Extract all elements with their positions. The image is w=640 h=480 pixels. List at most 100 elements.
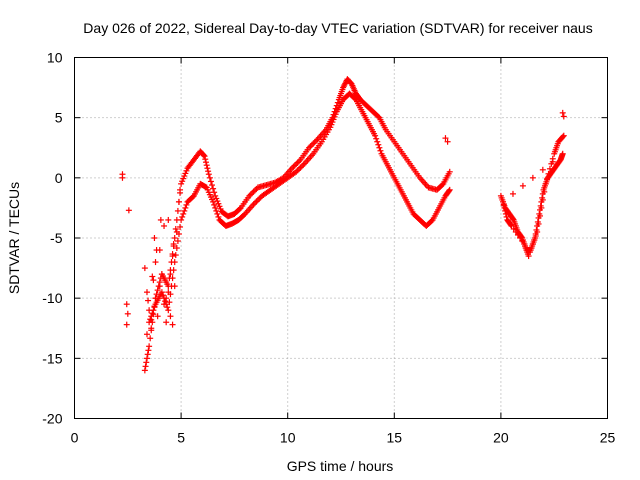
data-point-marker [171,259,178,266]
data-point-marker [163,319,170,326]
data-point-marker [544,175,551,182]
x-tick-label: 15 [387,430,403,446]
data-point-marker [181,207,188,214]
data-point-marker [154,287,161,294]
data-point-marker [331,113,338,120]
data-point-marker [213,195,220,202]
data-point-marker [169,275,176,282]
data-point-marker [170,241,177,248]
data-point-marker [153,247,160,254]
data-point-marker [330,116,337,123]
data-point-marker [508,222,515,229]
data-point-marker [310,140,317,147]
data-point-marker [143,359,150,366]
data-point-marker [202,156,209,163]
data-point-marker [215,213,222,220]
data-point-marker [207,178,214,185]
data-point-marker [446,168,453,175]
data-point-marker [525,253,532,260]
data-point-marker [545,170,552,177]
data-point-marker [202,159,209,166]
data-point-marker [170,267,177,274]
data-point-marker [146,307,153,314]
data-point-marker [206,174,213,181]
data-point-marker [559,109,566,116]
data-point-marker [535,220,542,227]
data-point-marker [216,203,223,210]
data-point-marker [296,166,303,173]
data-point-marker [529,174,536,181]
data-point-marker [519,238,526,245]
data-point-marker [204,165,211,172]
data-point-marker [538,204,545,211]
data-point-marker [503,213,510,220]
data-point-marker [172,225,179,232]
data-point-marker [313,137,320,144]
data-point-marker [215,200,222,207]
data-point-marker [519,182,526,189]
data-point-marker [147,335,154,342]
data-point-marker [143,355,150,362]
x-tick-label: 5 [177,430,185,446]
data-point-marker [512,228,519,235]
data-point-marker [146,343,153,350]
data-point-marker [307,143,314,150]
data-point-marker [311,139,318,146]
data-point-marker [165,216,172,223]
data-point-marker [166,299,173,306]
data-point-marker [444,138,451,145]
data-point-marker [375,141,382,148]
data-point-marker [151,235,158,241]
data-point-marker [174,207,181,214]
data-point-marker [142,363,149,370]
data-point-marker [165,307,172,314]
data-point-marker [549,155,556,162]
data-point-marker [189,193,196,200]
data-point-marker [328,121,335,128]
data-point-marker [500,198,507,205]
data-point-marker [517,235,524,241]
data-point-marker [534,228,541,235]
data-point-marker [154,313,161,320]
data-point-marker [559,133,566,140]
data-point-marker [296,158,303,165]
data-point-marker [123,321,130,328]
data-point-marker [158,289,165,296]
data-point-marker [214,198,221,205]
data-point-marker [200,152,207,159]
data-point-marker [149,310,156,317]
data-point-marker [141,265,148,272]
chart-title: Day 026 of 2022, Sidereal Day-to-day VTE… [83,20,592,36]
data-point-marker [171,235,178,241]
x-axis-label: GPS time / hours [287,458,394,474]
data-point-marker [145,347,152,354]
data-point-marker [250,188,257,195]
data-point-marker [164,304,171,311]
data-point-marker [536,212,543,219]
y-tick-label: 0 [55,170,63,186]
data-point-marker [327,124,334,131]
data-point-marker [183,201,190,208]
data-point-marker [205,171,212,178]
data-point-marker [125,207,132,214]
data-point-marker [290,163,297,170]
data-point-marker [439,181,446,188]
data-point-marker [539,196,546,203]
data-point-marker [375,113,382,120]
data-point-marker [203,162,210,169]
data-point-marker [509,190,516,197]
grid [74,57,608,419]
data-point-marker [297,164,304,171]
data-point-marker [171,283,178,290]
data-point-marker [150,277,157,284]
data-point-marker [180,175,187,182]
x-tick-label: 25 [600,430,616,446]
y-tick-label: -10 [42,290,62,306]
data-point-marker [181,173,188,180]
data-point-marker [149,273,156,280]
y-tick-label: -5 [50,230,63,246]
data-point-marker [252,199,259,206]
data-point-marker [177,223,184,230]
ticks: 0 5 10 15 20 25 -20 -15 -10 -5 0 5 10 [42,50,615,446]
data-point-marker [175,198,182,205]
